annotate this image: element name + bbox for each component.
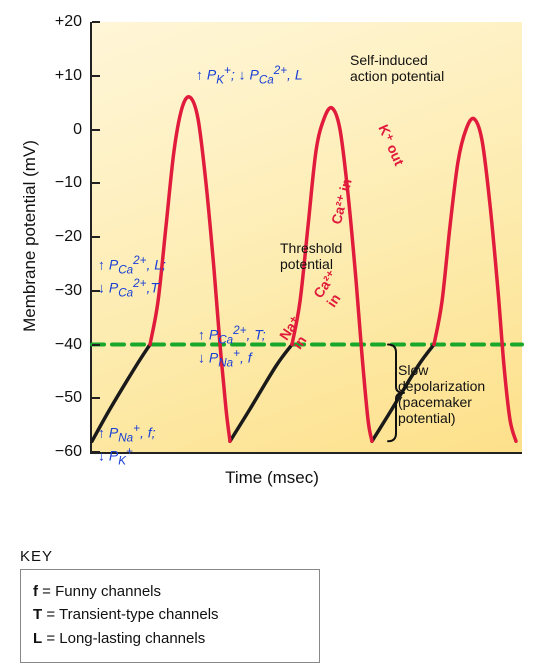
ytick-label: −50	[55, 389, 82, 407]
ytick-label: −20	[55, 228, 82, 246]
annotation: Self-inducedaction potential	[350, 52, 444, 84]
ytick-label: 0	[73, 121, 82, 139]
ytick-label: +20	[55, 13, 82, 31]
key-box: f = Funny channelsT = Transient-type cha…	[20, 569, 320, 663]
annotation: Slowdepolarization(pacemakerpotential)	[398, 362, 485, 426]
ytick-label: −10	[55, 174, 82, 192]
chart-container: Membrane potential (mV) +20+100−10−20−30…	[12, 8, 532, 536]
annotation: Thresholdpotential	[280, 240, 342, 272]
ytick-label: +10	[55, 67, 82, 85]
key-title: KEY	[20, 548, 320, 565]
ytick-label: −60	[55, 443, 82, 461]
key-row: f = Funny channels	[33, 580, 307, 603]
annotation: ↑ PCa2+, L;↓ PCa2+,T	[98, 254, 166, 300]
key-legend: KEY f = Funny channelsT = Transient-type…	[20, 548, 320, 663]
plot-area: +20+100−10−20−30−40−50−60Self-inducedact…	[90, 22, 522, 454]
ytick-label: −40	[55, 336, 82, 354]
x-axis-label: Time (msec)	[12, 468, 532, 488]
ytick-label: −30	[55, 282, 82, 300]
key-row: L = Long-lasting channels	[33, 627, 307, 650]
annotation: ↑ PNa+, f;↓ PK+	[98, 422, 156, 468]
annotation: ↑ PK+; ↓ PCa2+, L	[196, 64, 303, 87]
key-row: T = Transient-type channels	[33, 603, 307, 626]
annotation: ↑ PCa2+, T;↓ PNa+, f	[198, 324, 266, 370]
y-axis-label: Membrane potential (mV)	[20, 140, 40, 332]
